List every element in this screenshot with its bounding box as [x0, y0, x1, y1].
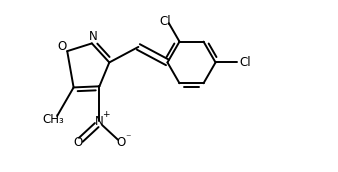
- Text: Cl: Cl: [240, 56, 251, 69]
- Text: +: +: [102, 110, 110, 119]
- Text: CH₃: CH₃: [43, 113, 65, 126]
- Text: N: N: [95, 115, 104, 128]
- Text: N: N: [89, 30, 98, 43]
- Text: O: O: [116, 136, 125, 149]
- Text: O: O: [73, 136, 83, 149]
- Text: ⁻: ⁻: [126, 133, 131, 143]
- Text: O: O: [57, 40, 67, 53]
- Text: Cl: Cl: [160, 15, 171, 28]
